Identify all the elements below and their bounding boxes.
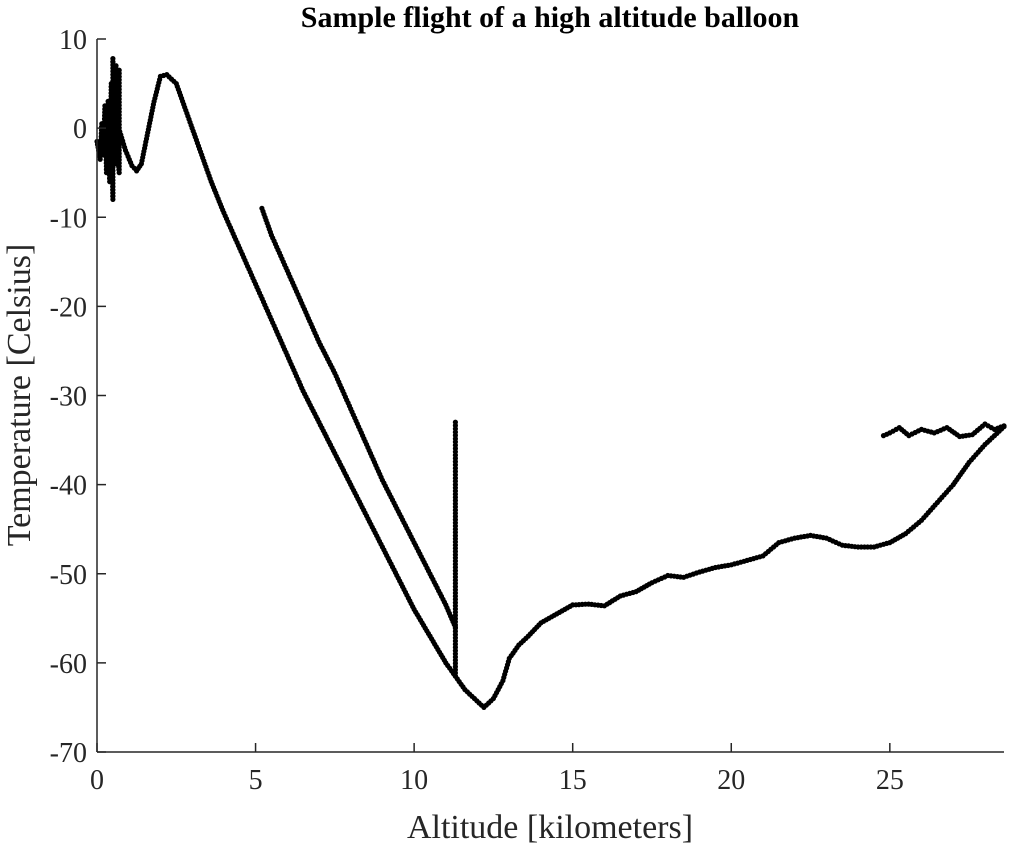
data-point [452,673,458,679]
x-tick-label: 0 [90,765,104,796]
y-axis-label: Temperature [Celsius] [1,244,38,547]
y-tick-label: -60 [50,649,87,680]
y-ticks: 10 0 -10 -20 -30 -40 -50 -60 -70 [50,25,106,769]
x-tick-label: 10 [400,765,428,796]
y-tick-label: -70 [50,738,87,769]
x-ticks: 0 5 10 15 20 25 [90,743,904,796]
x-tick-label: 15 [559,765,587,796]
x-tick-label: 5 [249,765,263,796]
y-tick-label: -40 [50,471,87,502]
data-point [1001,423,1007,429]
x-tick-label: 20 [717,765,745,796]
data-points [94,56,1007,711]
y-tick-label: 10 [59,25,87,56]
x-tick-label: 25 [876,765,904,796]
y-tick-label: 0 [73,114,87,145]
y-tick-label: -20 [50,292,87,323]
y-tick-label: -30 [50,382,87,413]
x-axis-label: Altitude [kilometers] [407,809,693,846]
y-tick-label: -10 [50,203,87,234]
axes [96,39,1004,753]
chart-title: Sample flight of a high altitude balloon [301,1,800,34]
y-tick-label: -50 [50,560,87,591]
